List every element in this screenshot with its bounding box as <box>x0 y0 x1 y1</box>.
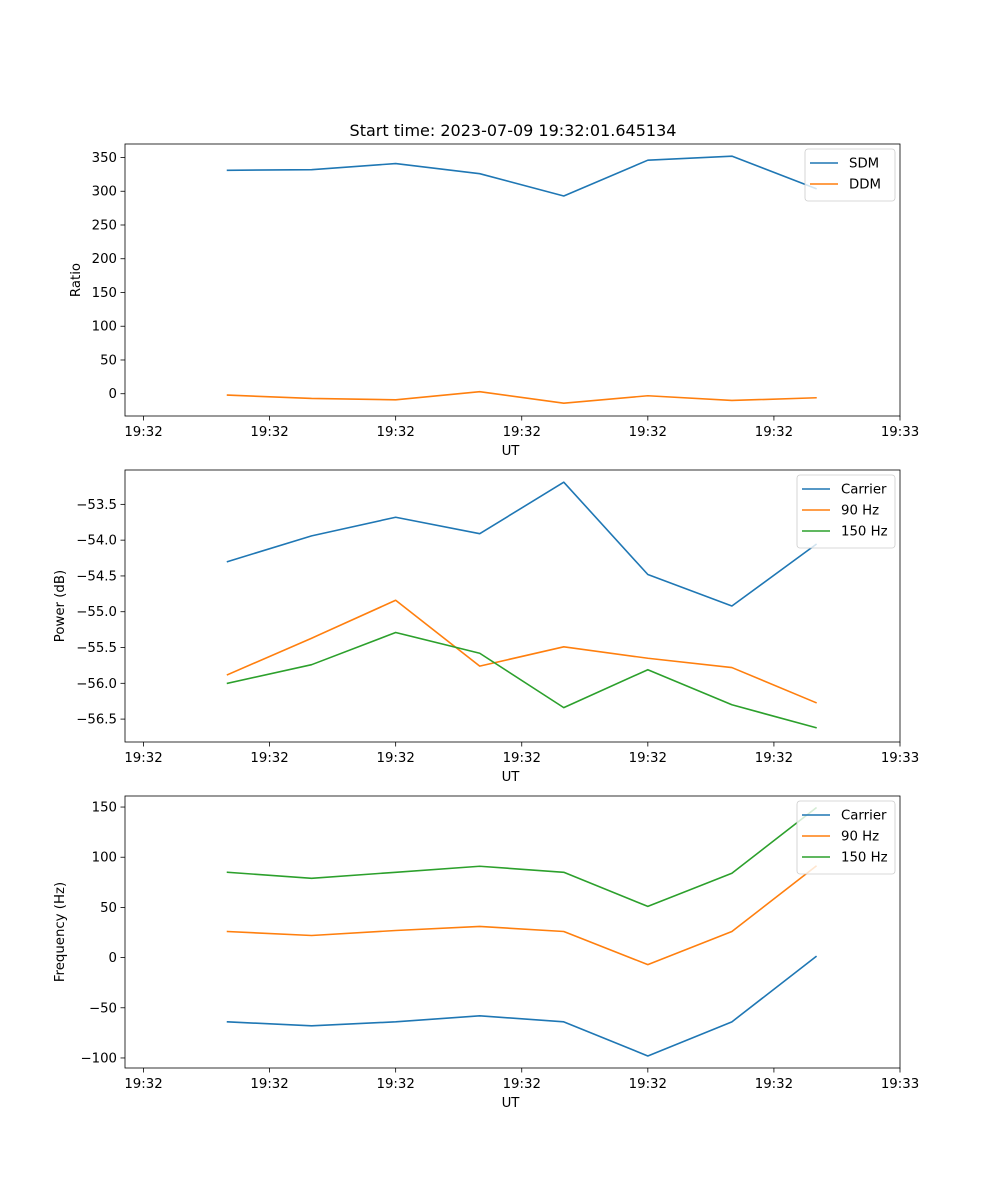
y-tick-label: 100 <box>92 320 117 335</box>
power-panel: 19:32 19:32 19:32 19:32 19:32 19:32 19:33 −56.5… <box>53 469 919 785</box>
y-tick-label: −55.0 <box>76 605 117 620</box>
y-tick-label: −100 <box>80 1051 117 1066</box>
legend: Carrier 90 Hz 150 Hz <box>796 800 896 875</box>
y-tick-label: 100 <box>92 851 117 866</box>
series-line-90-hz <box>226 865 818 966</box>
legend-label: 90 Hz <box>841 830 879 845</box>
x-axis-label: UT <box>502 770 521 785</box>
y-tick-label: −53.5 <box>76 498 117 513</box>
legend-label: Carrier <box>841 483 887 498</box>
x-tick-label: 19:32 <box>124 751 162 766</box>
y-tick-label: 50 <box>100 353 117 368</box>
y-tick-label: −56.0 <box>76 677 117 692</box>
y-tick-label: 250 <box>92 218 117 233</box>
x-tick-label: 19:32 <box>250 1077 288 1092</box>
legend-label: 150 Hz <box>841 525 888 540</box>
y-tick-label: −55.5 <box>76 641 117 656</box>
series-line-150-hz <box>226 631 817 729</box>
frequency-panel: 19:32 19:32 19:32 19:32 19:32 19:32 19:33 −100 −… <box>53 795 919 1111</box>
series-line-ddm <box>226 390 817 404</box>
y-tick-label: −56.5 <box>76 713 117 728</box>
x-tick-label: 19:32 <box>755 425 793 440</box>
axes-frame <box>124 469 901 743</box>
x-tick-label: 19:32 <box>755 1077 793 1092</box>
x-tick-label: 19:32 <box>250 425 288 440</box>
axes-frame <box>124 795 901 1069</box>
legend-label: Carrier <box>841 809 887 824</box>
legend-label: SDM <box>849 157 879 172</box>
legend-box <box>796 474 896 549</box>
x-axis-label: UT <box>502 1096 521 1111</box>
y-axis-label: Ratio <box>69 263 84 297</box>
y-tick-label: −54.0 <box>76 534 117 549</box>
legend-label: DDM <box>849 178 881 193</box>
legend-label: 90 Hz <box>841 504 879 519</box>
ratio-panel: 19:32 19:32 19:32 19:32 19:32 19:32 19:33 0 50 10… <box>69 143 919 459</box>
series-line-carrier <box>226 955 818 1057</box>
x-tick-label: 19:33 <box>881 1077 919 1092</box>
legend: SDM DDM <box>804 148 896 202</box>
x-tick-label: 19:32 <box>629 751 667 766</box>
x-tick-label: 19:32 <box>124 425 162 440</box>
y-tick-label: 0 <box>109 387 117 402</box>
x-tick-label: 19:32 <box>250 751 288 766</box>
y-tick-label: −50 <box>89 1001 117 1016</box>
x-tick-label: 19:32 <box>376 751 414 766</box>
x-axis-label: UT <box>502 444 521 459</box>
x-tick-label: 19:32 <box>629 1077 667 1092</box>
y-tick-label: 200 <box>92 252 117 267</box>
legend-box <box>796 800 896 875</box>
y-tick-label: 150 <box>92 286 117 301</box>
x-tick-label: 19:33 <box>881 751 919 766</box>
y-tick-label: 350 <box>92 151 117 166</box>
x-tick-label: 19:32 <box>503 425 541 440</box>
axes-frame <box>124 143 901 417</box>
figure-title: Start time: 2023-07-09 19:32:01.645134 <box>350 121 677 140</box>
x-tick-label: 19:32 <box>124 1077 162 1092</box>
series-line-carrier <box>226 481 818 607</box>
x-tick-label: 19:32 <box>503 751 541 766</box>
series-line-90-hz <box>226 599 817 704</box>
y-tick-label: 150 <box>92 801 117 816</box>
y-axis-label: Power (dB) <box>53 570 68 642</box>
legend: Carrier 90 Hz 150 Hz <box>796 474 896 549</box>
y-tick-label: 300 <box>92 185 117 200</box>
x-tick-label: 19:32 <box>629 425 667 440</box>
y-tick-label: 0 <box>109 951 117 966</box>
y-tick-label: −54.5 <box>76 569 117 584</box>
y-tick-label: 50 <box>100 901 117 916</box>
legend-box <box>804 148 896 202</box>
x-tick-label: 19:32 <box>755 751 793 766</box>
series-line-150-hz <box>226 806 818 908</box>
series-line-sdm <box>226 155 817 197</box>
x-tick-label: 19:32 <box>503 1077 541 1092</box>
y-axis-label: Frequency (Hz) <box>53 882 68 982</box>
legend-label: 150 Hz <box>841 851 888 866</box>
x-tick-label: 19:32 <box>376 1077 414 1092</box>
x-tick-label: 19:33 <box>881 425 919 440</box>
x-tick-label: 19:32 <box>376 425 414 440</box>
